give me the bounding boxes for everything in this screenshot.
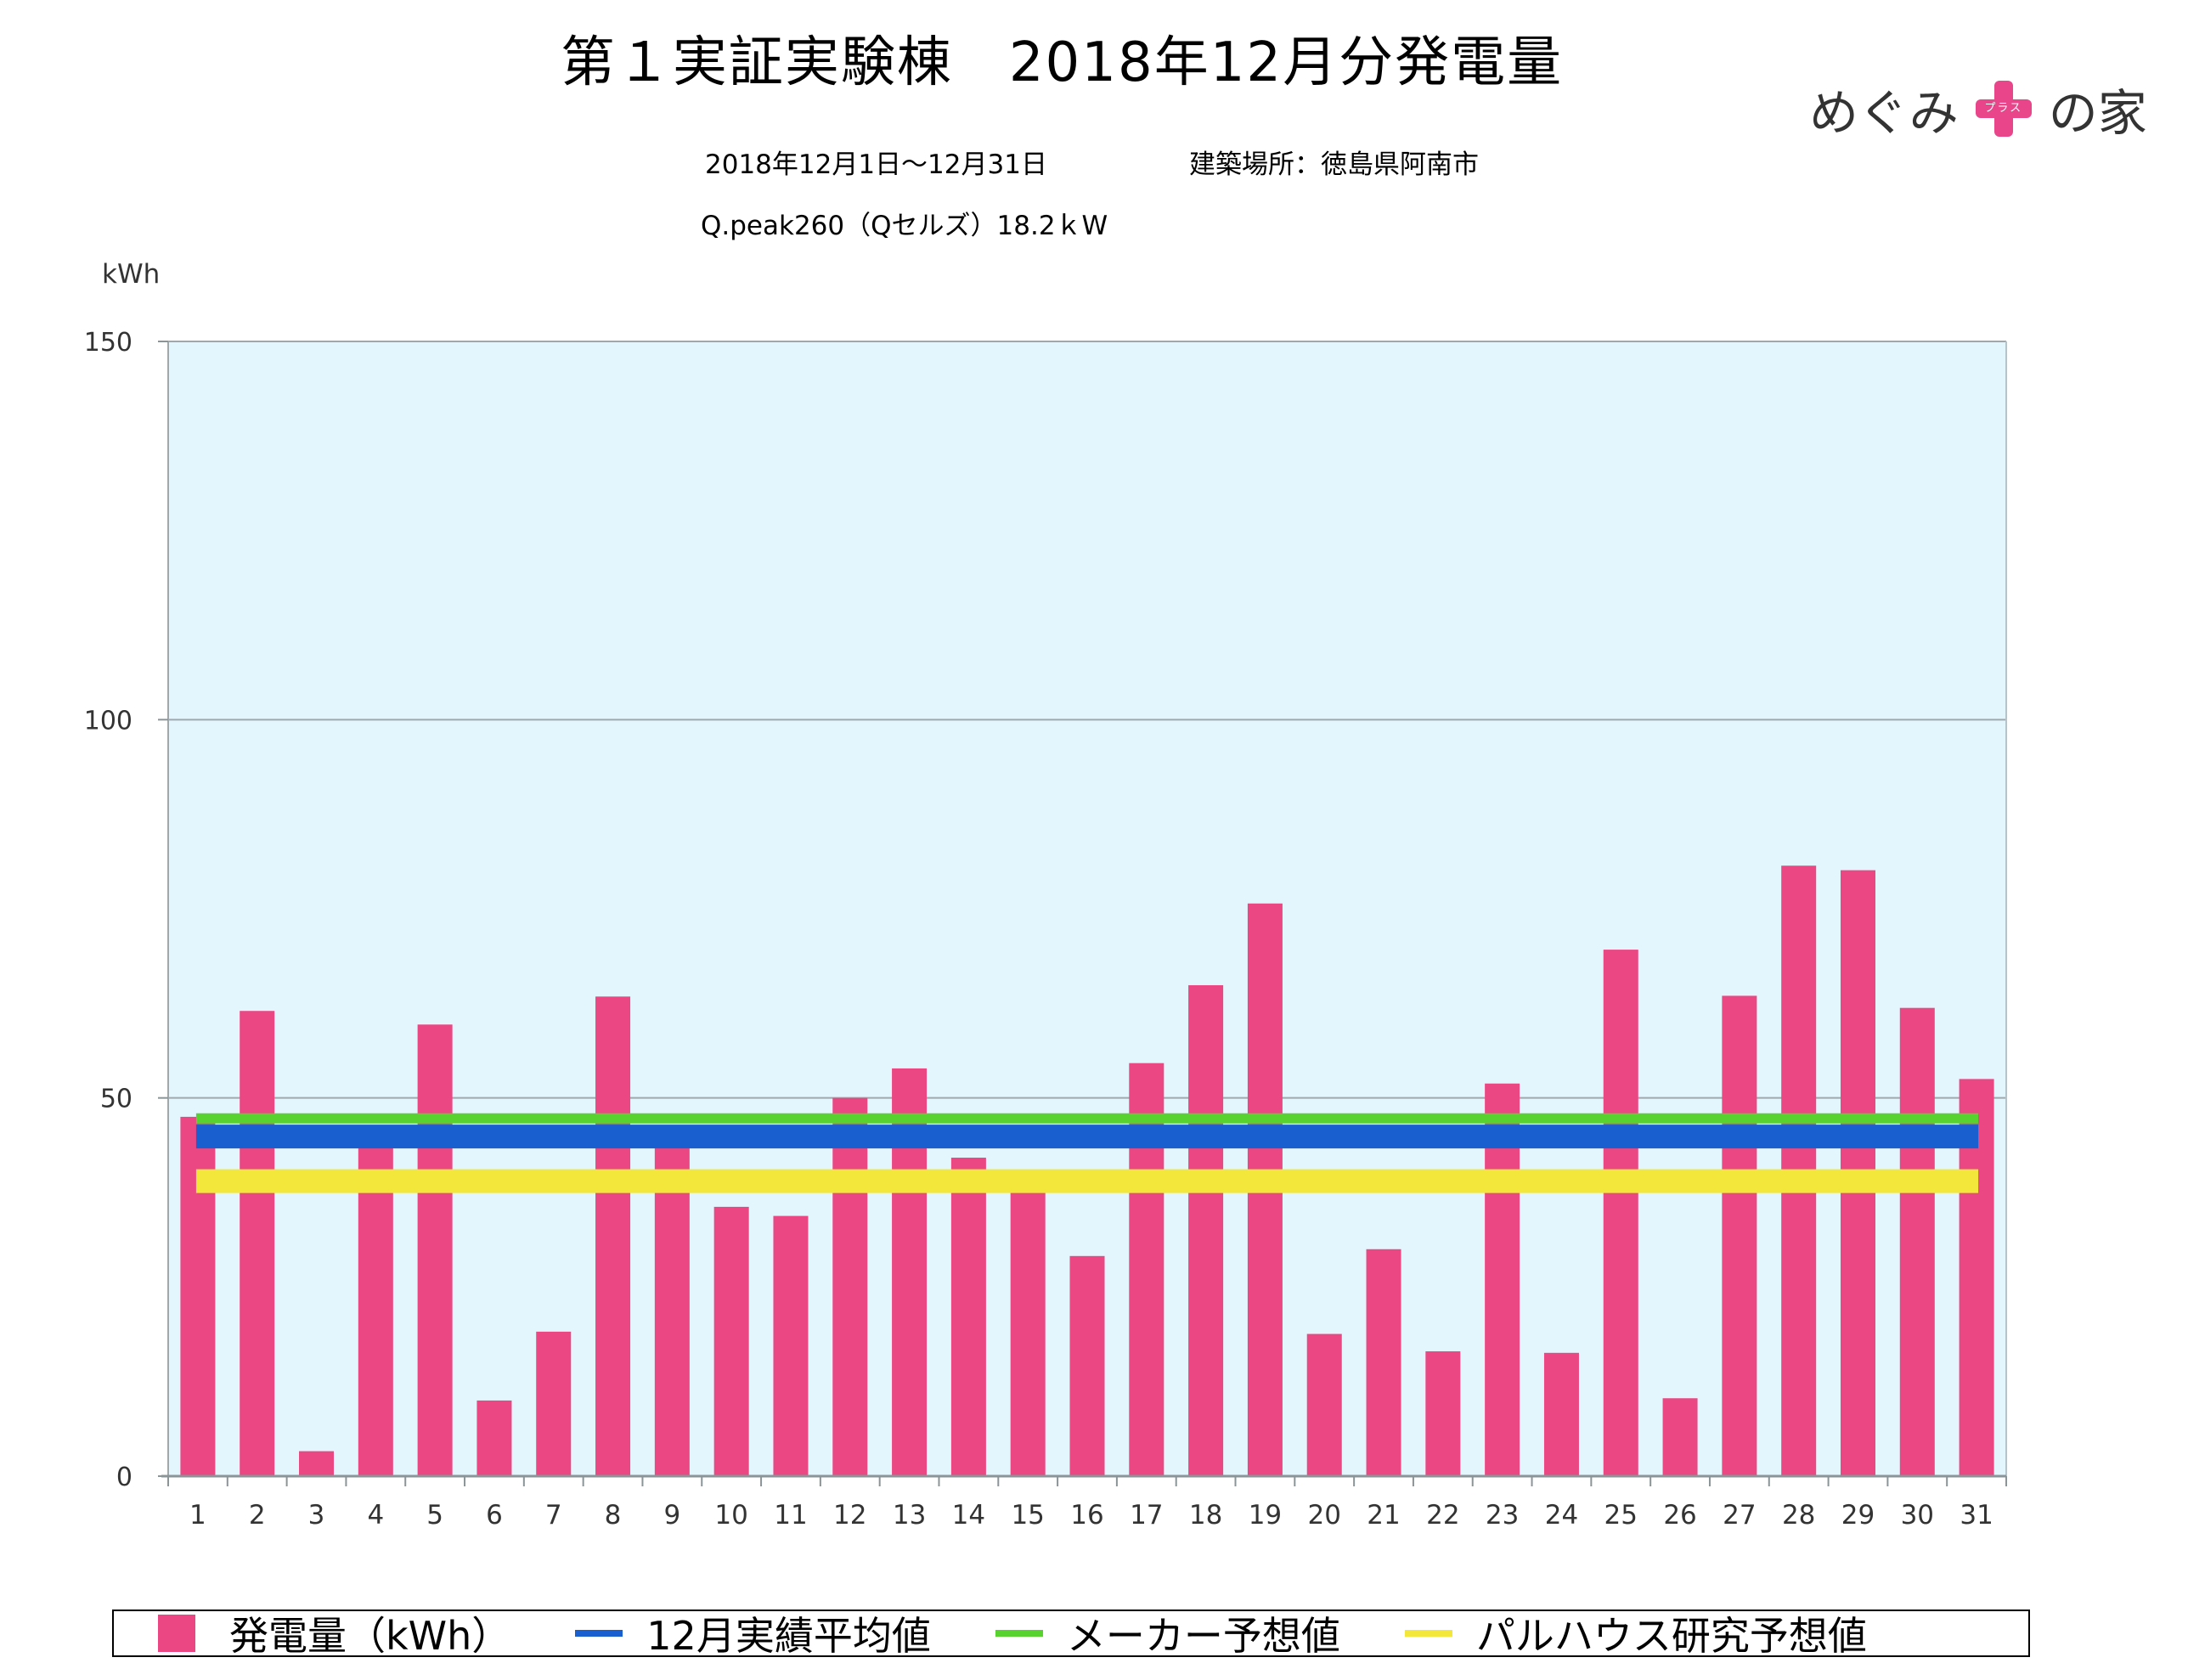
- bar-day-12: [832, 1097, 868, 1476]
- legend-label-generation: 発電量（kWh）: [229, 1613, 511, 1659]
- y-tick-label-0: 0: [116, 1463, 133, 1492]
- x-tick-label-9: 9: [663, 1500, 680, 1531]
- x-tick-label-4: 4: [367, 1500, 384, 1531]
- x-tick-labels: 1 2 3 4 5 6 7 8 9 10 11 12 13 14 15 16 17 18 19 20 21 22 23 24 2…: [189, 1500, 1993, 1531]
- legend-item-maker: メーカー予想値: [931, 1605, 1340, 1661]
- bar-day-30: [1899, 1007, 1935, 1476]
- x-tick-label-17: 17: [1130, 1500, 1163, 1531]
- x-tick-label-19: 19: [1249, 1500, 1282, 1531]
- bar-day-6: [477, 1400, 512, 1476]
- x-tick-label-16: 16: [1070, 1500, 1103, 1531]
- x-tick-label-3: 3: [308, 1500, 325, 1531]
- bar-day-21: [1366, 1249, 1401, 1476]
- x-tick-label-21: 21: [1367, 1500, 1400, 1531]
- x-tick-label-13: 13: [893, 1500, 926, 1531]
- bar-day-20: [1306, 1333, 1342, 1476]
- x-tick-label-1: 1: [189, 1500, 206, 1531]
- x-tick-label-2: 2: [249, 1500, 266, 1531]
- bar-day-26: [1662, 1398, 1698, 1476]
- x-tick-label-7: 7: [545, 1500, 562, 1531]
- legend-swatch-generation: [158, 1615, 195, 1652]
- bar-day-15: [1010, 1173, 1046, 1476]
- bar-day-10: [713, 1206, 749, 1476]
- x-tick-label-22: 22: [1426, 1500, 1459, 1531]
- legend-label-palhouse: パルハウス研究予想値: [1475, 1613, 1867, 1659]
- x-tick-label-14: 14: [952, 1500, 985, 1531]
- subtitle-period: 2018年12月1日〜12月31日: [705, 149, 1047, 180]
- y-tick-label-50: 50: [100, 1085, 133, 1114]
- x-tick-label-10: 10: [714, 1500, 747, 1531]
- legend-label-average: 12月実績平均値: [646, 1613, 931, 1659]
- x-tick-label-6: 6: [486, 1500, 503, 1531]
- x-tick-label-23: 23: [1486, 1500, 1519, 1531]
- y-tick-labels: 0 50 100 150: [84, 328, 133, 1492]
- legend-swatch-average: [575, 1630, 623, 1637]
- x-tick-label-28: 28: [1782, 1500, 1815, 1531]
- logo-text-before: めぐみ: [1809, 84, 1959, 142]
- y-tick-label-150: 150: [84, 328, 133, 358]
- subtitle-panel: Q.peak260（Qセルズ）18.2ｋW: [701, 211, 1108, 241]
- legend-swatch-maker: [995, 1630, 1043, 1637]
- legend-label-maker: メーカー予想値: [1066, 1613, 1340, 1659]
- subtitle-location: 建築場所：徳島県阿南市: [1189, 149, 1479, 180]
- bar-day-18: [1188, 984, 1224, 1476]
- plus-cross-icon: プラス: [1975, 81, 2032, 137]
- bar-day-2: [240, 1011, 275, 1476]
- bar-day-4: [358, 1143, 393, 1476]
- bar-day-22: [1425, 1351, 1461, 1476]
- bar-day-24: [1543, 1352, 1579, 1476]
- brand-logo: めぐみ プラス の家: [1809, 75, 2147, 143]
- bar-day-7: [536, 1331, 572, 1476]
- logo-text-after: の家: [2048, 84, 2147, 142]
- legend-item-generation: 発電量（kWh）: [114, 1605, 510, 1661]
- bar-day-27: [1722, 995, 1757, 1476]
- bar-day-23: [1485, 1083, 1520, 1476]
- x-tick-label-26: 26: [1663, 1500, 1696, 1531]
- x-tick-label-18: 18: [1189, 1500, 1222, 1531]
- x-tick-label-30: 30: [1901, 1500, 1934, 1531]
- x-tick-label-20: 20: [1307, 1500, 1340, 1531]
- x-tick-label-31: 31: [1960, 1500, 1993, 1531]
- x-tick-label-24: 24: [1545, 1500, 1578, 1531]
- chart-title: 第１実証実験棟 2018年12月分発電量: [560, 31, 1564, 94]
- x-tick-label-5: 5: [426, 1500, 443, 1531]
- x-tick-label-15: 15: [1011, 1500, 1044, 1531]
- gridlines: [168, 341, 2006, 1099]
- bar-day-11: [773, 1215, 809, 1476]
- x-tick-label-25: 25: [1604, 1500, 1638, 1531]
- legend-item-average: 12月実績平均値: [510, 1605, 931, 1661]
- legend-item-palhouse: パルハウス研究予想値: [1340, 1605, 1867, 1661]
- bar-day-5: [417, 1024, 453, 1476]
- x-tick-label-29: 29: [1841, 1500, 1875, 1531]
- bar-day-14: [950, 1158, 986, 1476]
- reference-lines: [195, 1113, 1979, 1193]
- x-tick-label-12: 12: [833, 1500, 866, 1531]
- legend-swatch-palhouse: [1404, 1630, 1452, 1637]
- bar-day-9: [654, 1139, 690, 1476]
- y-tick-label-100: 100: [84, 706, 133, 736]
- x-tick-label-27: 27: [1723, 1500, 1756, 1531]
- bar-day-25: [1603, 950, 1638, 1476]
- logo-plus-text: プラス: [1984, 102, 2023, 115]
- x-tick-label-8: 8: [605, 1500, 622, 1531]
- bar-day-16: [1069, 1255, 1105, 1476]
- legend: 発電量（kWh） 12月実績平均値 メーカー予想値 パルハウス研究予想値: [112, 1610, 2030, 1659]
- bar-day-3: [299, 1451, 335, 1476]
- bar-day-8: [595, 996, 631, 1476]
- y-axis-unit-label: kWh: [102, 259, 161, 290]
- x-tick-label-11: 11: [774, 1500, 807, 1531]
- axes: [158, 341, 2007, 1486]
